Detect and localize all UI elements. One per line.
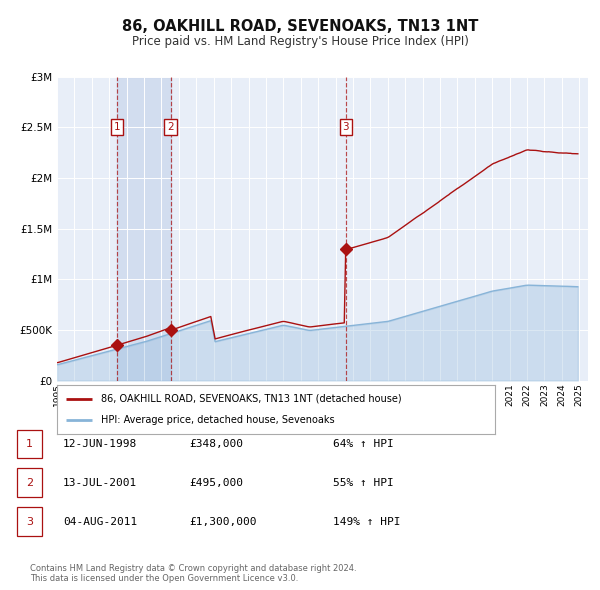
Text: 86, OAKHILL ROAD, SEVENOAKS, TN13 1NT: 86, OAKHILL ROAD, SEVENOAKS, TN13 1NT xyxy=(122,19,478,34)
Text: Price paid vs. HM Land Registry's House Price Index (HPI): Price paid vs. HM Land Registry's House … xyxy=(131,35,469,48)
Text: Contains HM Land Registry data © Crown copyright and database right 2024.
This d: Contains HM Land Registry data © Crown c… xyxy=(30,563,356,583)
Text: 1: 1 xyxy=(26,439,33,448)
Text: 86, OAKHILL ROAD, SEVENOAKS, TN13 1NT (detached house): 86, OAKHILL ROAD, SEVENOAKS, TN13 1NT (d… xyxy=(101,394,401,404)
Bar xyxy=(117,77,170,381)
Text: 55% ↑ HPI: 55% ↑ HPI xyxy=(333,478,394,487)
Text: 64% ↑ HPI: 64% ↑ HPI xyxy=(333,439,394,448)
Text: 149% ↑ HPI: 149% ↑ HPI xyxy=(333,517,401,526)
Text: 2: 2 xyxy=(167,122,174,132)
Text: 12-JUN-1998: 12-JUN-1998 xyxy=(63,439,137,448)
Text: £1,300,000: £1,300,000 xyxy=(189,517,257,526)
Text: 1: 1 xyxy=(113,122,120,132)
Text: 3: 3 xyxy=(343,122,349,132)
Text: 2: 2 xyxy=(26,478,33,487)
Text: £495,000: £495,000 xyxy=(189,478,243,487)
Text: £348,000: £348,000 xyxy=(189,439,243,448)
Text: 13-JUL-2001: 13-JUL-2001 xyxy=(63,478,137,487)
Text: 04-AUG-2011: 04-AUG-2011 xyxy=(63,517,137,526)
Text: HPI: Average price, detached house, Sevenoaks: HPI: Average price, detached house, Seve… xyxy=(101,415,334,425)
Text: 3: 3 xyxy=(26,517,33,526)
